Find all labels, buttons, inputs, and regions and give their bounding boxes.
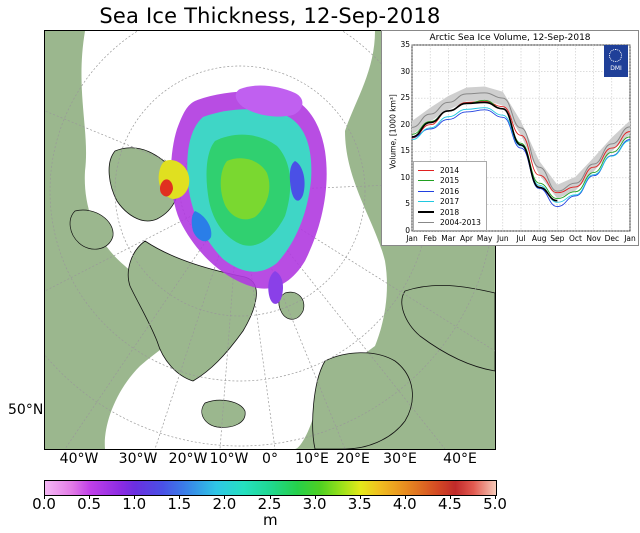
x-tick-label: Apr (460, 234, 473, 243)
x-tick-label: Aug (531, 234, 547, 243)
legend-label: 2017 (440, 197, 460, 206)
colorbar-tick-label: 3.5 (347, 495, 372, 513)
legend-swatch (418, 169, 434, 171)
latitude-label: 50°N (8, 402, 44, 418)
colorbar-tick-label: 2.0 (212, 495, 237, 513)
legend-label: 2004-2013 (440, 218, 481, 227)
colorbar-tick-mark (404, 495, 406, 499)
y-tick-label: 35 (400, 40, 410, 49)
legend-item: 2015 (418, 176, 459, 186)
x-tick-label: Jun (496, 234, 509, 243)
colorbar-tick-mark (134, 495, 136, 499)
colorbar-tick-label: 0.5 (77, 495, 102, 513)
colorbar-tick-label: 1.0 (122, 495, 147, 513)
legend-item: 2014 (418, 165, 459, 175)
map-canvas (45, 31, 495, 449)
series-line-2016 (411, 109, 631, 208)
thickness-colorbar (44, 480, 497, 496)
volume-chart-inset: Arctic Sea Ice Volume, 12-Sep-2018 DMI V… (381, 30, 639, 246)
legend-label: 2015 (440, 176, 460, 185)
legend-item: 2016 (418, 186, 459, 196)
y-tick-label: 25 (400, 93, 410, 103)
legend-swatch (418, 180, 434, 181)
x-tick-label: Jan (624, 234, 636, 243)
longitude-label: 20°E (336, 451, 370, 467)
y-tick-label: 20 (400, 119, 410, 129)
colorbar-tick-mark (224, 495, 226, 499)
x-tick-label: Feb (423, 234, 437, 243)
x-tick-label: Sep (550, 234, 565, 243)
colorbar-tick-mark (179, 495, 181, 499)
chart-legend: 2014 2015 2016 2017 2018 2004-2013 (413, 161, 487, 231)
series-line-2018 (411, 101, 558, 202)
colorbar-tick-label: 4.0 (392, 495, 417, 513)
legend-item: 2018 (418, 207, 459, 217)
colorbar-tick-mark (269, 495, 271, 499)
dmi-logo-icon: DMI (604, 45, 628, 77)
x-tick-label: May (476, 234, 493, 243)
dmi-logo-text: DMI (610, 65, 622, 72)
colorbar-tick-mark (44, 495, 45, 499)
legend-item: 2004-2013 (418, 218, 481, 228)
y-tick-label: 15 (400, 146, 410, 156)
colorbar-tick-mark (495, 495, 496, 499)
map-title: Sea Ice Thickness, 12-Sep-2018 (99, 4, 441, 28)
longitude-label: 30°E (383, 451, 417, 467)
legend-label: 2016 (440, 186, 460, 196)
x-tick-label: Jul (516, 234, 526, 243)
colorbar-tick-mark (89, 495, 91, 499)
colorbar-tick-mark (449, 495, 451, 499)
x-tick-label: Nov (586, 234, 601, 243)
y-tick-label: 30 (400, 66, 410, 76)
x-tick-label: Jan (406, 234, 418, 243)
longitude-label: 10°W (209, 451, 249, 467)
longitude-label: 40°W (59, 451, 99, 467)
legend-swatch (418, 201, 434, 202)
colorbar-tick-label: 5.0 (483, 495, 507, 513)
longitude-label: 40°E (443, 451, 477, 467)
colorbar-tick-label: 3.0 (302, 495, 327, 513)
legend-item: 2017 (418, 197, 459, 207)
legend-swatch (418, 222, 434, 223)
longitude-label: 10°E (295, 451, 329, 467)
colorbar-tick-mark (359, 495, 361, 499)
colorbar-tick-label: 4.5 (437, 495, 462, 513)
y-tick-label: 10 (400, 172, 410, 182)
longitude-label: 20°W (168, 451, 208, 467)
colorbar-tick-mark (314, 495, 316, 499)
x-tick-label: Oct (569, 234, 582, 243)
x-tick-label: Mar (441, 234, 456, 243)
legend-label: 2018 (440, 207, 460, 217)
longitude-label: 0° (262, 451, 278, 467)
legend-label: 2014 (440, 165, 460, 175)
series-line-2004-2013 (411, 92, 631, 192)
y-tick-label: 0 (405, 226, 410, 235)
y-tick-label: 5 (405, 199, 410, 209)
legend-swatch (418, 211, 434, 213)
sea-ice-field (158, 85, 327, 304)
x-tick-label: Dec (604, 234, 620, 243)
colorbar-unit: m (263, 511, 278, 529)
iceland (201, 399, 246, 428)
chart-title: Arctic Sea Ice Volume, 12-Sep-2018 (429, 33, 591, 43)
legend-swatch (418, 190, 434, 192)
colorbar-tick-label: 1.5 (167, 495, 192, 513)
colorbar-tick-label: 0.0 (32, 495, 56, 513)
colorbar-tick-label: 2.5 (257, 495, 282, 513)
series-line-2017 (411, 107, 631, 203)
longitude-label: 30°W (118, 451, 158, 467)
